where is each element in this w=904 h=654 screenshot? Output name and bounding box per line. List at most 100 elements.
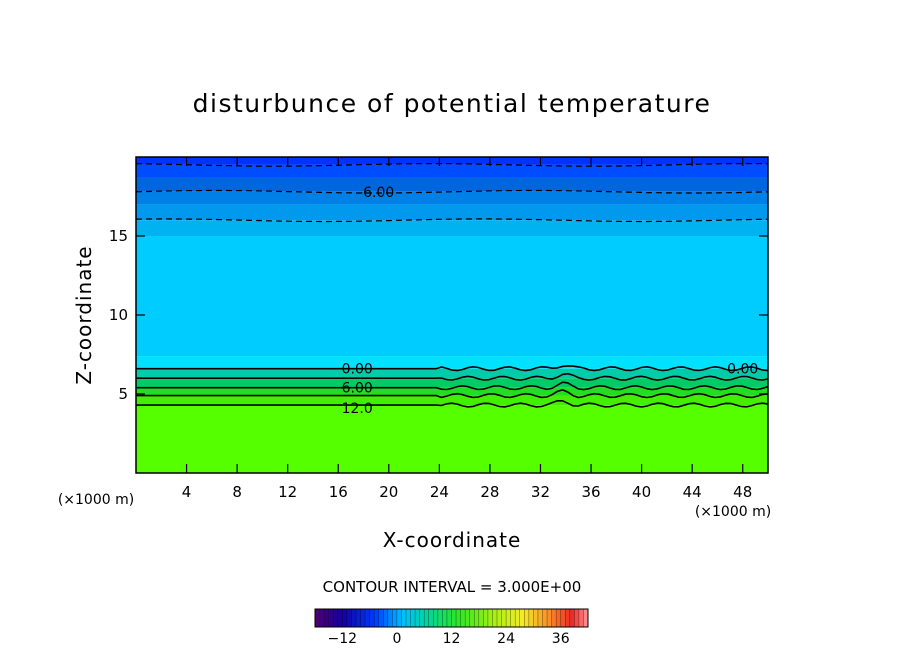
color-band: [136, 164, 768, 178]
x-tick-label: 40: [632, 483, 651, 501]
x-tick-label: 16: [329, 483, 348, 501]
contour-line: [136, 381, 769, 391]
contour-line: [136, 399, 769, 408]
colorbar-segment: [519, 609, 525, 627]
contour-lines: [135, 163, 769, 408]
colorbar-segment: [378, 609, 384, 627]
color-band: [136, 220, 768, 236]
colorbar-segment: [374, 609, 379, 627]
colorbar-segment: [574, 609, 580, 627]
color-band: [136, 387, 768, 396]
color-band: [136, 378, 768, 388]
colorbar-segment: [365, 609, 370, 627]
color-band: [136, 157, 768, 165]
colorbar-segment: [542, 609, 548, 627]
colorbar-segment: [469, 609, 475, 627]
colorbar-segment: [424, 609, 430, 627]
color-band: [136, 204, 768, 221]
x-tick-label: 44: [683, 483, 702, 501]
x-tick-label: 28: [480, 483, 499, 501]
colorbar-segment: [578, 609, 584, 627]
color-band: [136, 395, 768, 406]
colorbar-segment: [387, 609, 393, 627]
x-tick-label: 8: [232, 483, 242, 501]
colorbar-segment: [392, 609, 398, 627]
colorbar-segment: [565, 609, 571, 627]
x-tick-label: 32: [531, 483, 550, 501]
contour-line: [136, 372, 769, 381]
colorbar-segment: [551, 609, 557, 627]
colorbar-segment: [560, 609, 566, 627]
colorbar-segment: [483, 609, 489, 627]
plot-area: [136, 157, 768, 473]
colorbar-segment: [315, 609, 320, 627]
colorbar-segment: [333, 609, 339, 627]
contour-labels: -6.00 0.00 0.00 6.00 12.0: [342, 185, 759, 417]
colorbar-segment: [383, 609, 389, 627]
contour-label: 12.0: [342, 401, 373, 417]
y-unit-label: (×1000 m): [58, 492, 134, 508]
x-tick-label: 48: [733, 483, 752, 501]
colorbar-segment: [492, 609, 498, 627]
contour-label: 6.00: [342, 381, 373, 397]
colorbar-segment: [474, 609, 480, 627]
chart-title: disturbunce of potential temperature: [193, 89, 712, 118]
colorbar-segment: [410, 609, 416, 627]
colorbar-frame: [314, 608, 589, 628]
colorbar-segment: [415, 609, 420, 627]
x-tick-label: 4: [182, 483, 192, 501]
colorbar-segment: [569, 609, 575, 627]
colorbar-segment: [324, 609, 329, 627]
colorbar-segment: [460, 609, 466, 627]
colorbar-tick-label: 24: [497, 631, 515, 647]
x-tick-label: 20: [379, 483, 398, 501]
y-axis-label: Z-coordinate: [72, 245, 96, 384]
colorbar-tick-label: 0: [392, 631, 401, 647]
colorbar-segment: [406, 609, 411, 627]
contour-label: 0.00: [342, 362, 373, 378]
colorbar-segment: [319, 609, 325, 627]
color-band: [136, 177, 768, 192]
colorbar-segment: [478, 609, 484, 627]
colorbar-ticks: −12 0 12 24 36: [328, 631, 570, 647]
color-band: [136, 191, 768, 205]
contour-line: [136, 163, 768, 167]
colorbar-segment: [547, 609, 552, 627]
colorbar-segment: [465, 609, 470, 627]
colorbar-segment: [337, 609, 343, 627]
contour-line: [136, 218, 769, 223]
colorbar-segment: [401, 609, 407, 627]
colorbar-segment: [533, 609, 539, 627]
x-tick-label: 12: [278, 483, 297, 501]
x-unit-label: (×1000 m): [695, 504, 771, 520]
colorbar-segment: [355, 609, 361, 627]
colorbar-segment: [583, 609, 589, 627]
colorbar-segment: [487, 609, 493, 627]
x-axis-label: X-coordinate: [383, 528, 522, 552]
colorbar-segment: [451, 609, 457, 627]
colorbar-segment: [456, 609, 461, 627]
y-tick-label: 10: [109, 306, 128, 324]
colorbar-segment: [346, 609, 352, 627]
colorbar-tick-label: 12: [443, 631, 461, 647]
colorbar-segment: [528, 609, 534, 627]
colorbar-segment: [510, 609, 516, 627]
colorbar-segment: [419, 609, 425, 627]
contour-line: [136, 389, 769, 399]
colorbar-segment: [537, 609, 543, 627]
color-band: [136, 356, 768, 369]
contour-label: -6.00: [358, 185, 394, 201]
colorbar-segment: [442, 609, 448, 627]
colorbar-segment: [351, 609, 357, 627]
colorbar-segment: [524, 609, 530, 627]
colorbar-segment: [428, 609, 434, 627]
y-tick-label: 15: [109, 227, 128, 245]
colorbar-tick-label: 36: [552, 631, 570, 647]
colorbar-segment: [497, 609, 502, 627]
colorbar-segment: [506, 609, 511, 627]
color-band: [136, 405, 768, 473]
colorbar-segment: [396, 609, 402, 627]
colorbar-segment: [342, 609, 348, 627]
contour-line: [135, 189, 769, 194]
contour-line: [136, 365, 769, 372]
